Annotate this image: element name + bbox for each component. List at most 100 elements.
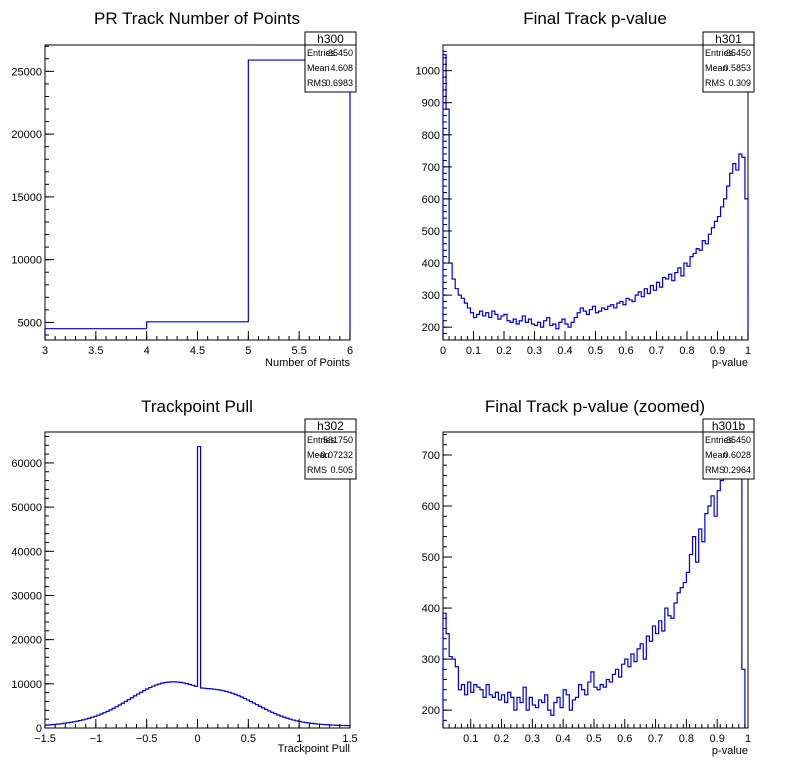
stats-box-frame (304, 31, 357, 93)
x-tick-label: 3 (42, 345, 48, 357)
x-tick-label: 5 (245, 345, 251, 357)
chart-title: Final Track p-value (zoomed) (485, 397, 705, 416)
x-axis-label: p-value (712, 745, 748, 757)
stats-value: 35450 (328, 48, 353, 58)
stats-label: Mean (307, 450, 330, 460)
stats-label: RMS (307, 78, 327, 88)
stats-label: RMS (705, 78, 725, 88)
x-tick-label: 0.4 (556, 733, 571, 745)
stats-box-name: h301 (715, 32, 742, 46)
histogram-panel-2: Final Track p-value 0 0.1 0.2 0.3 0.4 0.5 0.6 0.… (416, 9, 755, 369)
stats-value: 0.6028 (723, 450, 751, 460)
x-tick-label: 6 (347, 345, 353, 357)
x-tick-label: 4 (144, 345, 150, 357)
y-tick-label: 400 (422, 603, 440, 615)
x-tick-label: 0.6 (618, 345, 633, 357)
y-tick-label: 50000 (11, 502, 42, 514)
stats-value: 0.6983 (325, 78, 353, 88)
stats-label: Entries (307, 48, 336, 58)
histogram-series (442, 441, 746, 728)
x-tick-label: 0 (440, 345, 446, 357)
y-tick-label: 800 (422, 130, 440, 142)
y-tick-label: 200 (422, 705, 440, 717)
x-tick-label: 0.7 (648, 733, 663, 745)
y-tick-label: 0 (36, 723, 42, 735)
stats-label: Mean (307, 63, 330, 73)
y-tick-label: 20000 (11, 129, 42, 141)
stats-box-name: h300 (317, 32, 344, 46)
stats-box-frame (702, 418, 755, 480)
stats-box-name: h301b (712, 419, 746, 433)
histogram-panel-3: Trackpoint Pull −1.5 −1 −0.5 0 0.5 1 1.5 0 10000 2… (11, 397, 357, 755)
y-tick-label: 5000 (18, 317, 42, 329)
y-tick-label: 200 (422, 322, 440, 334)
y-tick-label: 10000 (11, 679, 42, 691)
x-tick-label: 0.2 (494, 733, 509, 745)
x-tick-label: 0.9 (710, 345, 725, 357)
x-axis-label: Number of Points (265, 357, 350, 369)
y-tick-label: 10000 (11, 255, 42, 267)
x-tick-label: 0.1 (466, 345, 481, 357)
stats-value: 4.608 (330, 63, 353, 73)
y-tick-label: 600 (422, 501, 440, 513)
histogram-panel-1: PR Track Number of Points 3 3.5 4 4.5 5 5.5 6 50… (11, 9, 357, 369)
plot-frame (442, 44, 749, 341)
x-tick-label: 1.5 (342, 733, 357, 745)
y-tick-label: 900 (422, 98, 440, 110)
chart-title: PR Track Number of Points (94, 9, 300, 28)
x-tick-label: −1.5 (34, 733, 56, 745)
y-tick-label: 700 (422, 450, 440, 462)
stats-value: −0.07232 (315, 450, 353, 460)
x-tick-label: 0.6 (617, 733, 632, 745)
stats-value: 35450 (726, 48, 751, 58)
histogram-series (442, 54, 749, 340)
stats-value: 0.5853 (723, 63, 751, 73)
x-tick-label: 0.8 (679, 733, 694, 745)
histogram-panel-4: Final Track p-value (zoomed) 0.1 0.2 0.3 0.4… (422, 397, 755, 757)
x-axis-label: Trackpoint Pull (278, 743, 350, 755)
x-tick-label: 0.5 (241, 733, 256, 745)
stats-box-frame (702, 31, 755, 93)
stats-box-frame (304, 418, 357, 480)
x-tick-label: −0.5 (136, 733, 158, 745)
x-tick-label: 0.9 (710, 733, 725, 745)
x-tick-label: 4.5 (190, 345, 205, 357)
x-tick-label: 0.4 (557, 345, 572, 357)
stats-value: 531750 (323, 435, 353, 445)
stats-label: RMS (307, 465, 327, 475)
stats-value: 35450 (726, 435, 751, 445)
y-tick-label: 15000 (11, 192, 42, 204)
x-tick-label: 5.5 (292, 345, 307, 357)
stats-value: 0.2964 (723, 465, 751, 475)
stats-value: 0.309 (728, 78, 751, 88)
y-tick-label: 25000 (11, 66, 42, 78)
stats-label: Entries (705, 435, 734, 445)
x-tick-label: 1 (745, 733, 751, 745)
x-tick-label: −1 (90, 733, 103, 745)
y-tick-label: 600 (422, 194, 440, 206)
chart-title: Trackpoint Pull (141, 397, 253, 416)
stats-label: Entries (705, 48, 734, 58)
y-tick-label: 30000 (11, 590, 42, 602)
x-tick-label: 0.5 (586, 733, 601, 745)
y-tick-label: 500 (422, 226, 440, 238)
x-tick-label: 0.2 (496, 345, 511, 357)
stats-box-name: h302 (317, 419, 344, 433)
y-tick-label: 700 (422, 162, 440, 174)
histogram-series (44, 445, 351, 728)
stats-label: Entries (307, 435, 336, 445)
x-tick-label: 0.5 (588, 345, 603, 357)
plot-frame (44, 44, 351, 341)
stats-value: 0.505 (330, 465, 353, 475)
x-tick-label: 3.5 (88, 345, 103, 357)
x-tick-label: 1 (296, 733, 302, 745)
x-tick-label: 0.3 (527, 345, 542, 357)
x-axis-label: p-value (712, 357, 748, 369)
stats-label: RMS (705, 465, 725, 475)
y-tick-label: 20000 (11, 635, 42, 647)
y-tick-label: 40000 (11, 546, 42, 558)
